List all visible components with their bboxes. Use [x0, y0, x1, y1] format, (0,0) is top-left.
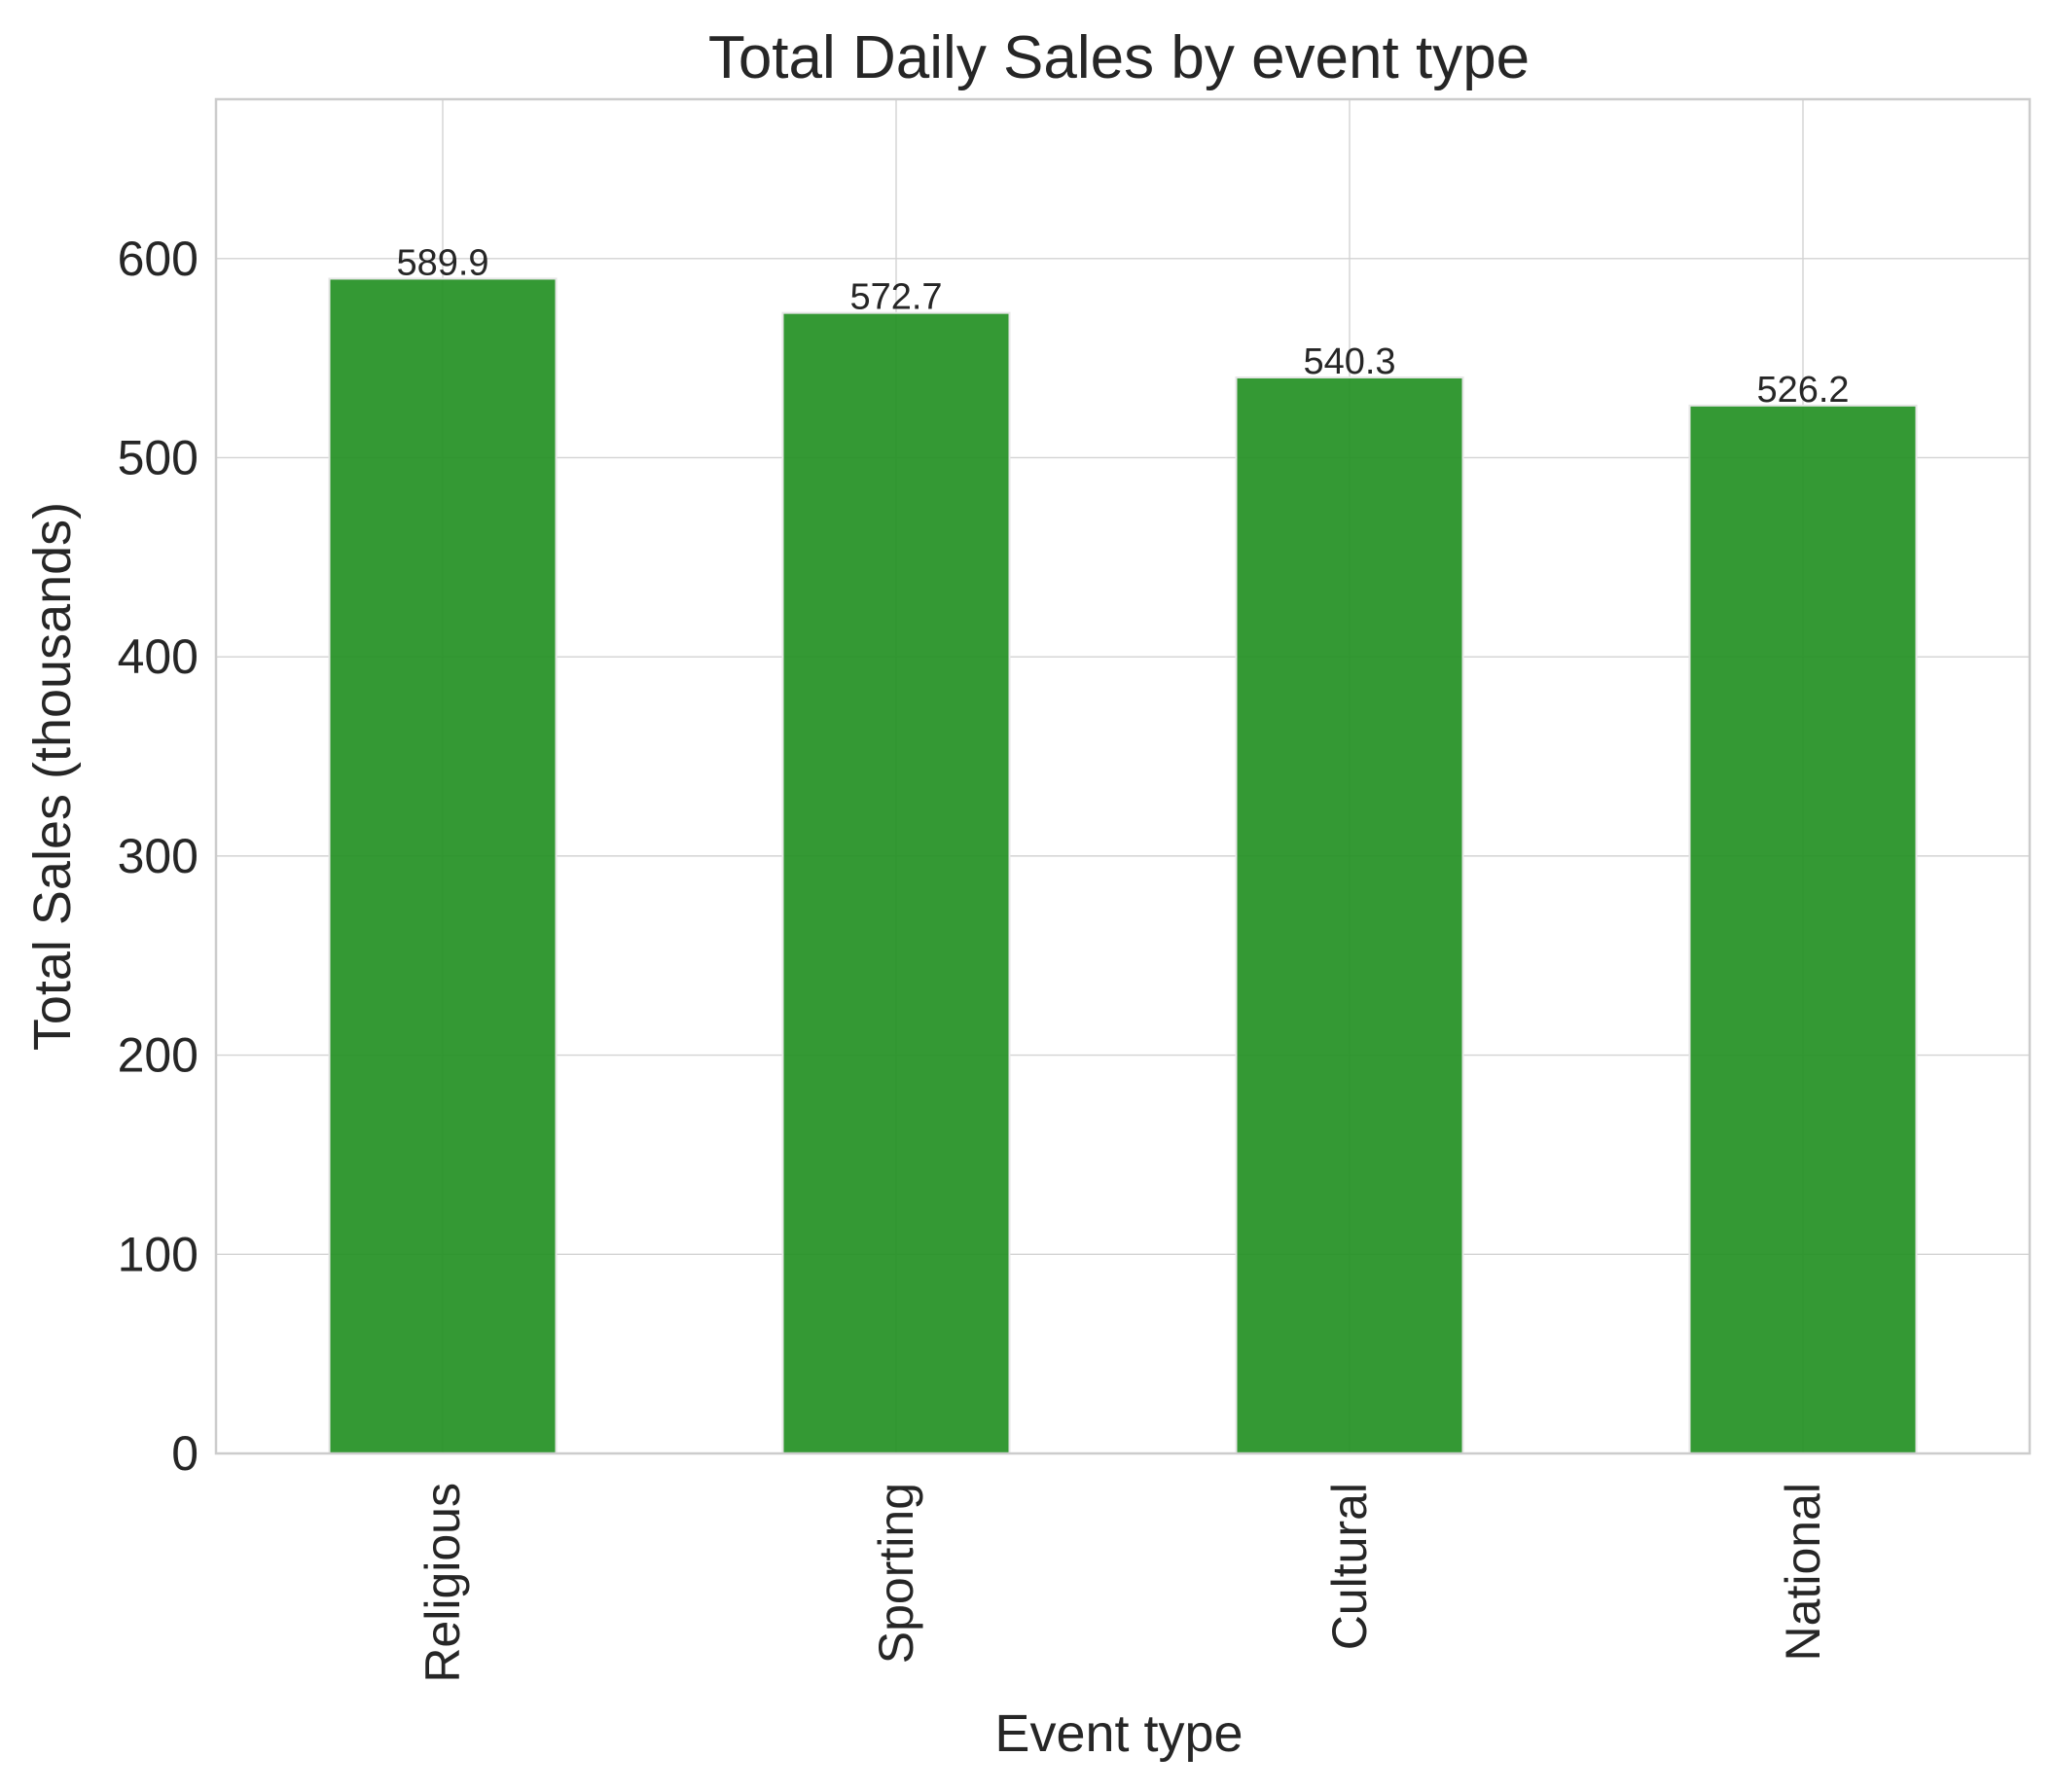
- bar-value-label: 540.3: [1303, 341, 1395, 382]
- y-tick-label: 400: [118, 629, 198, 684]
- x-tick-label: Cultural: [1322, 1483, 1377, 1650]
- bar-value-label: 589.9: [396, 242, 488, 283]
- chart-title: Total Daily Sales by event type: [708, 24, 1530, 91]
- x-tick-label: Religious: [415, 1483, 470, 1683]
- y-tick-label: 600: [118, 232, 198, 286]
- y-tick-label: 100: [118, 1227, 198, 1281]
- x-tick-label: Sporting: [869, 1483, 923, 1664]
- bar: [781, 311, 1011, 1454]
- bar-value-label: 526.2: [1756, 370, 1849, 411]
- y-axis-label: Total Sales (thousands): [23, 502, 82, 1051]
- y-tick-label: 0: [171, 1426, 198, 1481]
- plot-frame: [214, 97, 2032, 1455]
- y-tick-label: 200: [118, 1028, 198, 1083]
- y-tick-label: 500: [118, 430, 198, 484]
- bar: [1235, 376, 1464, 1454]
- y-tick-label: 300: [118, 829, 198, 883]
- bar: [328, 277, 558, 1455]
- x-tick-label: National: [1776, 1483, 1830, 1661]
- bar-value-label: 572.7: [849, 277, 942, 318]
- bar: [1688, 404, 1918, 1454]
- x-axis-label: Event type: [994, 1704, 1243, 1763]
- ticks-layer: 0 100 200 300 400 500 600 Religious Sporting Cult…: [118, 232, 1830, 1683]
- bars-layer: 589.9 572.7 540.3 526.2: [328, 242, 1918, 1455]
